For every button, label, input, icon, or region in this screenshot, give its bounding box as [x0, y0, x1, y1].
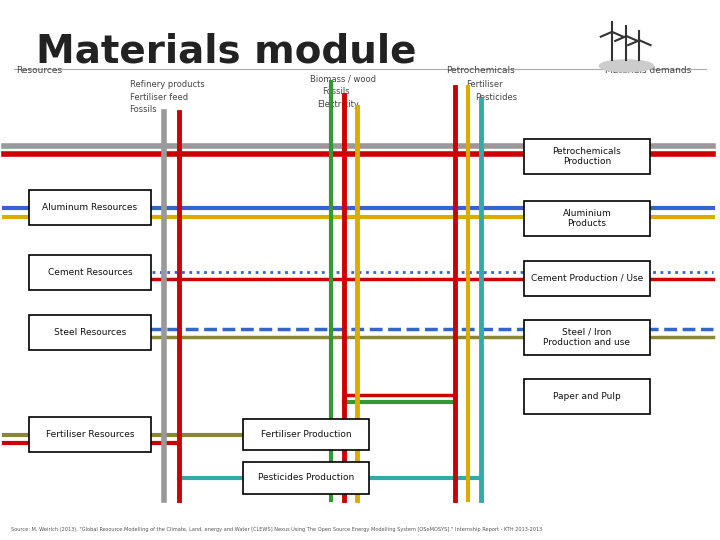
Text: Fertiliser: Fertiliser: [467, 80, 503, 89]
Text: Materials module: Materials module: [36, 32, 416, 70]
Text: Aluminum Resources: Aluminum Resources: [42, 204, 138, 212]
Text: Electricity: Electricity: [317, 100, 359, 109]
Text: Petrochemicals: Petrochemicals: [446, 66, 515, 75]
Text: Resources: Resources: [16, 66, 62, 75]
FancyBboxPatch shape: [29, 314, 151, 350]
Text: Petrochemicals
Production: Petrochemicals Production: [552, 147, 621, 166]
Text: Cement Resources: Cement Resources: [48, 268, 132, 277]
FancyBboxPatch shape: [523, 201, 649, 237]
FancyBboxPatch shape: [29, 191, 151, 226]
Text: Fertiliser Resources: Fertiliser Resources: [46, 430, 134, 439]
Text: Steel / Iron
Production and use: Steel / Iron Production and use: [544, 328, 630, 347]
Ellipse shape: [599, 60, 654, 72]
Text: Fertiliser Production: Fertiliser Production: [261, 430, 351, 439]
Text: Paper and Pulp: Paper and Pulp: [553, 393, 621, 401]
Text: Steel Resources: Steel Resources: [54, 328, 126, 336]
FancyBboxPatch shape: [523, 320, 649, 355]
Text: Fossils: Fossils: [130, 105, 157, 114]
Text: Materials demands: Materials demands: [605, 66, 691, 75]
Text: Fertiliser feed: Fertiliser feed: [130, 93, 188, 102]
Text: Source: M. Weirich (2013). "Global Resource Modelling of the Climate, Land, ener: Source: M. Weirich (2013). "Global Resou…: [11, 527, 542, 532]
Text: Aluminium
Products: Aluminium Products: [562, 209, 611, 228]
FancyBboxPatch shape: [29, 417, 151, 453]
Text: Biomass / wood: Biomass / wood: [310, 75, 376, 84]
Text: Refinery products: Refinery products: [130, 80, 204, 89]
FancyBboxPatch shape: [523, 379, 649, 415]
FancyBboxPatch shape: [243, 419, 369, 450]
Text: Cement Production / Use: Cement Production / Use: [531, 274, 643, 282]
Text: Pesticides: Pesticides: [475, 93, 518, 102]
Text: Fossils: Fossils: [323, 87, 350, 96]
FancyBboxPatch shape: [243, 462, 369, 494]
FancyBboxPatch shape: [29, 255, 151, 291]
Text: Pesticides Production: Pesticides Production: [258, 474, 354, 482]
FancyBboxPatch shape: [523, 139, 649, 174]
FancyBboxPatch shape: [523, 260, 649, 296]
